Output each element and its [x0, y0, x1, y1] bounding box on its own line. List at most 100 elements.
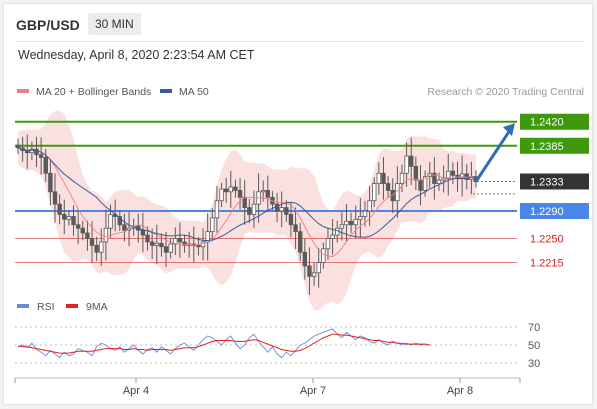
ma20-legend-swatch [17, 89, 29, 93]
candle-body [163, 246, 169, 253]
candle-body [48, 172, 53, 193]
candle-body [34, 148, 39, 156]
candle-body [446, 170, 451, 179]
candle-body [330, 234, 335, 239]
candle-body [168, 243, 173, 253]
candle-body [381, 172, 386, 184]
candle-body [459, 173, 465, 179]
candle-body [251, 203, 257, 215]
candle-body [145, 234, 150, 243]
candle-body [210, 217, 215, 233]
candle-body [450, 170, 456, 176]
current-price-tag [520, 173, 589, 190]
candle-body [362, 210, 368, 217]
candle-body [99, 241, 104, 253]
candle-body [344, 220, 349, 226]
candle-body [279, 207, 284, 212]
candle-body [399, 172, 405, 184]
candle-body [219, 188, 224, 202]
candle-body [117, 216, 122, 226]
resistance-label: 1.2385 [530, 141, 564, 153]
candle-body [321, 248, 326, 263]
candle-body [154, 242, 159, 246]
resistance-tag [520, 113, 589, 130]
rsi-ma-legend-label: 9MA [86, 301, 108, 313]
candle-body [94, 244, 99, 253]
resistance-label: 1.2420 [530, 117, 564, 129]
rsi-level-label: 70 [528, 322, 540, 334]
candle-body [307, 265, 312, 277]
candle-body [43, 157, 48, 174]
candle-body [353, 218, 358, 226]
forecast-arrow-head [503, 123, 515, 137]
candle-body [57, 203, 62, 215]
ma50-legend-swatch [160, 89, 172, 93]
pivot-tag [520, 203, 589, 220]
candle-body [52, 191, 58, 205]
candle-body [325, 238, 331, 250]
candle-body [214, 200, 220, 219]
forecast-arrow-shaft [474, 129, 512, 183]
rsi-legend-label: RSI [37, 301, 55, 313]
candle-body [385, 183, 391, 191]
rsi-ma-legend-swatch [66, 304, 78, 308]
candle-body [140, 229, 146, 236]
candle-body [288, 214, 294, 226]
candle-body [108, 214, 113, 229]
current-price-label: 1.2333 [530, 176, 564, 188]
candle-body [311, 272, 317, 277]
ma50-legend-label: MA 50 [179, 86, 209, 98]
candle-body [122, 224, 127, 231]
candle-body [339, 224, 345, 229]
candle-body [89, 238, 95, 246]
rsi-line [17, 328, 430, 359]
x-tick-label: Apr 4 [123, 385, 149, 397]
candle-body [316, 262, 321, 274]
candle-body [159, 242, 164, 248]
candle-body [376, 172, 382, 184]
resistance-tag [520, 137, 589, 154]
support-label: 1.2215 [530, 258, 564, 270]
candle-body [260, 190, 266, 193]
rsi-level-label: 30 [528, 358, 540, 370]
candle-body [80, 227, 85, 234]
candle-body [247, 207, 252, 215]
source-credit: Research © 2020 Trading Central [427, 86, 584, 98]
ma50-line [17, 147, 477, 242]
candle-body [196, 244, 201, 248]
candle-body [358, 216, 363, 220]
candle-body [71, 216, 76, 226]
candle-body [15, 144, 21, 149]
rsi-legend-swatch [17, 304, 29, 308]
candle-body [233, 186, 238, 191]
candle-body [228, 186, 234, 193]
candle-body [62, 214, 67, 220]
candle-body [409, 155, 414, 167]
candle-body [173, 238, 178, 245]
candle-body [284, 207, 289, 215]
candle-body [293, 224, 298, 233]
ma20-legend-label: MA 20 + Bollinger Bands [36, 86, 151, 98]
candle-body [75, 224, 81, 229]
candle-body [182, 241, 187, 246]
rsi-ma-line [17, 333, 430, 354]
timeframe-badge[interactable]: 30 MIN [88, 13, 141, 35]
pivot-label: 1.2290 [530, 206, 564, 218]
x-tick-label: Apr 7 [300, 385, 326, 397]
candle-body [177, 238, 183, 243]
candle-body [103, 227, 109, 243]
candle-body [367, 200, 372, 212]
candle-body [436, 179, 442, 184]
candle-body [422, 176, 428, 191]
candle-body [418, 179, 423, 191]
candle-body [432, 172, 437, 184]
x-tick-label: Apr 8 [447, 385, 473, 397]
ma20-line [17, 147, 477, 257]
symbol-label: GBP/USD [16, 17, 80, 33]
candle-body [38, 154, 44, 158]
candle-body [413, 165, 419, 181]
candle-body [223, 188, 229, 193]
candle-body [66, 216, 72, 220]
candle-body [85, 232, 90, 239]
